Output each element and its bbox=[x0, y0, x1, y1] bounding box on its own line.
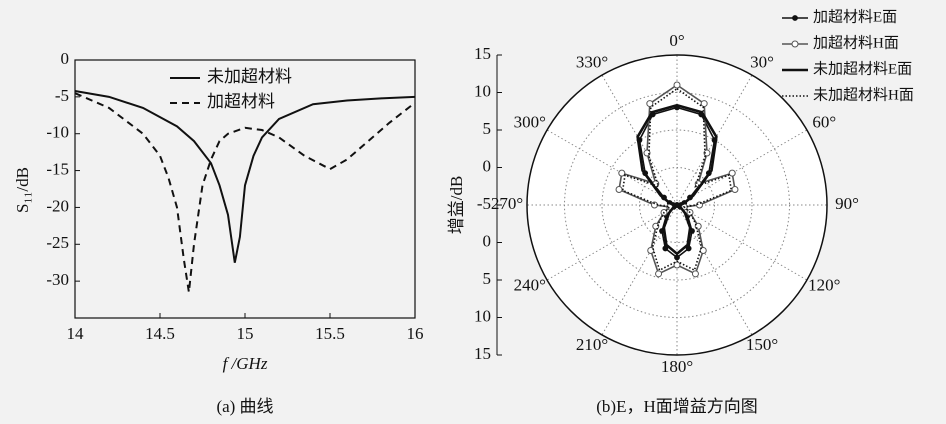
pattern-marker bbox=[700, 100, 708, 108]
legend-marker bbox=[792, 15, 798, 21]
r-tick-label: 15 bbox=[474, 344, 491, 363]
theta-tick-label: 30° bbox=[750, 53, 774, 72]
pattern-marker bbox=[691, 270, 699, 278]
x-tick-label: 16 bbox=[407, 324, 424, 343]
r-axis-label: 增益/dB bbox=[447, 176, 466, 235]
pattern-marker bbox=[685, 245, 692, 252]
pattern-marker bbox=[728, 169, 736, 177]
legend-label: 未加超材料E面 bbox=[813, 60, 912, 77]
y-axis-label: S₁₁/dB bbox=[13, 167, 32, 213]
y-tick-label: -25 bbox=[46, 233, 69, 252]
theta-tick-label: 240° bbox=[514, 275, 546, 294]
r-tick-label: -5 bbox=[477, 194, 491, 213]
legend-label: 加超材料E面 bbox=[813, 8, 897, 25]
pattern-marker bbox=[643, 149, 651, 157]
spoke bbox=[676, 204, 808, 281]
spoke bbox=[676, 129, 808, 206]
pattern-marker bbox=[731, 185, 739, 193]
y-tick-label: -20 bbox=[46, 196, 69, 215]
pattern-marker bbox=[703, 149, 711, 157]
pattern-marker bbox=[652, 222, 660, 230]
x-tick-label: 15 bbox=[237, 324, 254, 343]
pattern-marker bbox=[674, 254, 680, 261]
y-tick-label: -15 bbox=[46, 159, 69, 178]
legend-marker bbox=[791, 40, 799, 48]
x-axis-label: f /GHz bbox=[223, 354, 268, 373]
plot-frame bbox=[526, 54, 828, 356]
spoke bbox=[676, 74, 753, 206]
y-tick-label: -5 bbox=[55, 86, 69, 105]
legend-label: 未加超材料 bbox=[207, 67, 292, 86]
theta-tick-label: 330° bbox=[576, 53, 608, 72]
x-tick-label: 14 bbox=[67, 324, 85, 343]
r-tick-label: 5 bbox=[483, 269, 492, 288]
spoke bbox=[546, 129, 678, 206]
r-tick-label: 10 bbox=[474, 306, 491, 325]
spoke bbox=[546, 204, 678, 281]
theta-tick-label: 60° bbox=[812, 112, 836, 131]
pattern-line bbox=[636, 103, 718, 256]
pattern-marker bbox=[655, 270, 663, 278]
theta-tick-label: 180° bbox=[661, 357, 693, 376]
theta-tick-label: 120° bbox=[808, 275, 840, 294]
spoke bbox=[601, 74, 678, 206]
theta-tick-label: 300° bbox=[514, 112, 546, 131]
r-tick-label: 10 bbox=[474, 81, 491, 100]
legend-label: 加超材料 bbox=[207, 92, 275, 111]
data-line bbox=[74, 89, 416, 263]
x-tick-label: 15.5 bbox=[315, 324, 345, 343]
r-tick-label: 0 bbox=[483, 231, 492, 250]
legend-label: 未加超材料H面 bbox=[813, 86, 914, 103]
y-tick-label: -10 bbox=[46, 123, 69, 142]
pattern-marker bbox=[646, 100, 654, 108]
pattern-marker bbox=[699, 246, 707, 254]
theta-tick-label: 150° bbox=[746, 335, 778, 354]
pattern-marker bbox=[615, 185, 623, 193]
theta-tick-label: 0° bbox=[669, 31, 684, 50]
pattern-marker bbox=[618, 169, 626, 177]
caption: (a) 曲线 bbox=[216, 397, 273, 416]
theta-tick-label: 90° bbox=[835, 194, 859, 213]
r-tick-label: 0 bbox=[483, 156, 492, 175]
y-tick-label: 0 bbox=[61, 49, 70, 68]
r-tick-label: 5 bbox=[483, 119, 492, 138]
legend-label: 加超材料H面 bbox=[813, 34, 899, 51]
x-tick-label: 14.5 bbox=[145, 324, 175, 343]
r-tick-label: 15 bbox=[474, 44, 491, 63]
y-tick-label: -30 bbox=[46, 270, 69, 289]
pattern-line bbox=[621, 87, 733, 272]
theta-tick-label: 270° bbox=[491, 194, 523, 213]
grid-circle bbox=[601, 129, 753, 281]
pattern-marker bbox=[662, 245, 669, 252]
pattern-marker bbox=[673, 81, 681, 89]
caption: (b)E，H面增益方向图 bbox=[596, 397, 757, 416]
theta-tick-label: 210° bbox=[576, 335, 608, 354]
pattern-marker bbox=[647, 246, 655, 254]
